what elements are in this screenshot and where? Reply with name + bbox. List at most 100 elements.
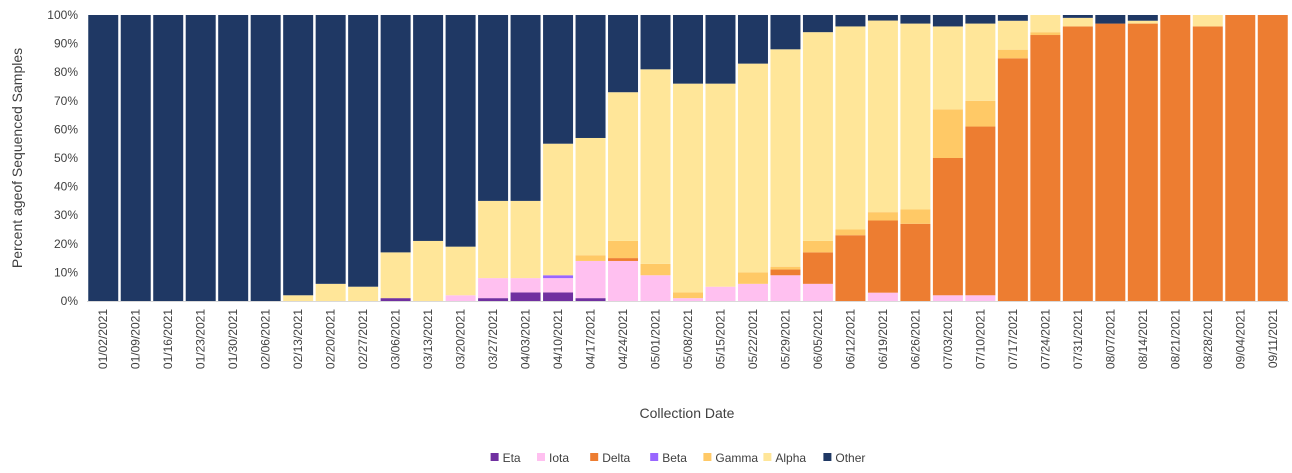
x-tick-labels: 01/02/2021 01/09/2021 01/16/2021 01/23/2021… — [96, 309, 1280, 369]
y-tick-label: 50% — [54, 151, 78, 165]
bar-segment-other — [543, 15, 574, 144]
bar-segment-alpha — [478, 200, 509, 279]
legend-label: Gamma — [715, 451, 758, 465]
bar-segment-alpha — [705, 83, 736, 287]
x-tick-label: 08/21/2021 — [1168, 309, 1182, 369]
bar-segment-other — [835, 15, 866, 27]
bar-segment-delta — [835, 235, 866, 301]
legend-label: Alpha — [775, 451, 806, 465]
bar-segment-iota — [770, 275, 801, 301]
bar-segment-other — [932, 15, 963, 27]
bar-segment-gamma — [1030, 32, 1061, 36]
legend-label: Beta — [662, 451, 687, 465]
x-tick-label: 04/03/2021 — [519, 309, 533, 369]
bar-segment-alpha — [835, 26, 866, 230]
y-tick-label: 10% — [54, 265, 78, 279]
bar-segment-iota — [608, 260, 639, 301]
bar-segment-gamma — [737, 272, 768, 284]
bar-segment-other — [348, 15, 379, 287]
y-axis-title: Percent ageof Sequenced Samples — [9, 48, 25, 268]
y-tick-label: 30% — [54, 208, 78, 222]
bar-segment-delta — [997, 58, 1028, 301]
bar-segment-other — [315, 15, 346, 284]
y-tick-label: 20% — [54, 237, 78, 251]
bar-segment-iota — [543, 278, 574, 293]
bar-segment-alpha — [283, 295, 314, 301]
bar-segment-other — [575, 15, 606, 138]
legend-swatch — [490, 453, 499, 461]
x-tick-label: 05/22/2021 — [746, 309, 760, 369]
x-tick-label: 03/06/2021 — [389, 309, 403, 369]
bar-segment-delta — [965, 126, 996, 296]
bar-segment-eta — [510, 292, 541, 301]
bar-segment-other — [250, 15, 281, 301]
bar-segment-alpha — [1127, 20, 1158, 24]
bar-segment-iota — [965, 295, 996, 301]
bar-segment-other — [1062, 15, 1093, 18]
legend-label: Eta — [503, 451, 521, 465]
x-tick-label: 02/27/2021 — [356, 309, 370, 369]
x-tick-label: 05/08/2021 — [681, 309, 695, 369]
bar-segment-alpha — [348, 286, 379, 301]
bar-segment-other — [218, 15, 249, 301]
bar-segment-gamma — [997, 49, 1028, 59]
legend-item-eta: Eta — [490, 451, 521, 465]
legend-label: Delta — [602, 451, 630, 465]
bar-segment-iota — [510, 278, 541, 293]
bar-segment-other — [185, 15, 216, 301]
legend-swatch — [590, 453, 599, 461]
bar-segment-eta — [380, 298, 411, 301]
x-tick-label: 06/05/2021 — [811, 309, 825, 369]
bar-segment-delta — [1225, 15, 1256, 301]
bar-segment-iota — [640, 275, 671, 301]
x-tick-label: 03/13/2021 — [421, 309, 435, 369]
bar-segment-gamma — [608, 240, 639, 259]
x-tick-label: 02/06/2021 — [259, 309, 273, 369]
bar-segment-iota — [575, 260, 606, 299]
bar-segment-alpha — [1062, 17, 1093, 27]
bar-segment-other — [608, 15, 639, 93]
bar-segment-gamma — [835, 229, 866, 236]
legend-swatch — [650, 453, 659, 461]
bar-segment-alpha — [867, 20, 898, 213]
bar-segment-gamma — [575, 255, 606, 261]
x-tick-label: 05/29/2021 — [779, 309, 793, 369]
bar-segment-iota — [802, 283, 833, 301]
bar-segment-other — [153, 15, 184, 301]
x-tick-label: 04/17/2021 — [584, 309, 598, 369]
y-tick-labels: 0% 10% 20% 30% 40% 50% 60% 70% 80% 90% 100% — [47, 8, 78, 308]
bar-segment-other — [705, 15, 736, 84]
legend-swatch — [823, 453, 832, 461]
bar-segment-gamma — [867, 212, 898, 221]
bar-segment-other — [640, 15, 671, 70]
bar-segment-alpha — [575, 137, 606, 256]
bar-segment-gamma — [770, 266, 801, 270]
bar-segment-other — [997, 15, 1028, 21]
bar-segment-delta — [802, 252, 833, 284]
bar-segment-other — [380, 15, 411, 253]
y-tick-label: 100% — [47, 8, 78, 22]
x-tick-label: 07/03/2021 — [941, 309, 955, 369]
bar-segment-iota — [932, 295, 963, 301]
bar-segment-alpha — [1192, 15, 1223, 27]
bar-segment-other — [478, 15, 509, 201]
legend-swatch — [537, 453, 545, 461]
x-axis-title: Collection Date — [640, 405, 735, 421]
legend-item-beta: Beta — [650, 451, 687, 465]
bar-segment-alpha — [900, 23, 931, 210]
x-tick-label: 05/01/2021 — [649, 309, 663, 369]
bar-segment-alpha — [413, 240, 444, 301]
bar-segment-alpha — [608, 92, 639, 241]
x-tick-label: 06/26/2021 — [908, 309, 922, 369]
bar-segment-iota — [705, 286, 736, 301]
bar-segment-delta — [608, 258, 639, 261]
bar-segment-alpha — [1030, 15, 1061, 33]
legend-swatch — [763, 453, 772, 461]
x-tick-label: 03/20/2021 — [454, 309, 468, 369]
bar-segment-gamma — [640, 263, 671, 276]
bar-segment-beta — [543, 275, 574, 279]
x-tick-label: 07/10/2021 — [973, 309, 987, 369]
y-tick-label: 40% — [54, 180, 78, 194]
legend: Eta Iota Delta Beta Gamma Alpha Other — [490, 451, 865, 465]
